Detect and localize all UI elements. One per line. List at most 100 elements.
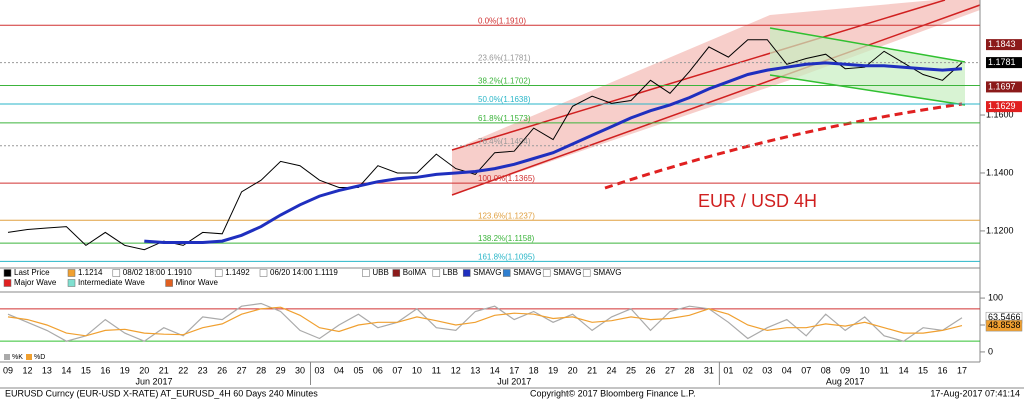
price-tag	[986, 57, 1022, 69]
price-tag	[986, 81, 1022, 93]
legend-swatch	[214, 269, 223, 277]
x-tick-label: 07	[801, 365, 811, 375]
x-tick-label: 14	[899, 365, 909, 375]
channel-line	[451, 4, 981, 196]
legend-label: Major Wave	[14, 278, 57, 287]
y-tick-label: 1.1200	[986, 225, 1014, 235]
x-tick-label: 24	[607, 365, 617, 375]
x-tick-label: 22	[178, 365, 188, 375]
x-tick-label: 12	[451, 365, 461, 375]
major-wave	[604, 102, 963, 190]
legend-label: 1.1492	[225, 268, 250, 277]
month-label: Jul 2017	[497, 376, 531, 386]
legend-label: 06/20 14:00 1.1119	[270, 268, 338, 277]
x-tick-label: 14	[61, 365, 71, 375]
x-tick-label: 16	[100, 365, 110, 375]
legend-label: BolMA	[403, 268, 427, 277]
legend-swatch	[502, 269, 511, 277]
legend-label: Minor Wave	[176, 278, 219, 287]
fib-label: 61.8%(1.1573)	[478, 114, 531, 123]
fib-label: 38.2%(1.1702)	[478, 77, 531, 86]
legend-swatch	[165, 279, 173, 287]
legend-label: SMAVG	[593, 268, 621, 277]
legend-label: %D	[34, 354, 45, 361]
x-tick-label: 16	[938, 365, 948, 375]
x-tick-label: 11	[432, 365, 441, 375]
x-tick-label: 21	[587, 365, 597, 375]
legend-swatch	[462, 269, 471, 277]
x-tick-label: 03	[315, 365, 325, 375]
legend-label: 1.1214	[78, 268, 103, 277]
osc-tag-label: 48.8538	[988, 320, 1021, 330]
price-tag-label: 1.1781	[988, 57, 1016, 67]
fib-label: 138.2%(1.1158)	[478, 234, 535, 243]
channel-line	[769, 74, 966, 106]
x-tick-label: 18	[529, 365, 539, 375]
x-tick-label: 08	[821, 365, 831, 375]
x-tick-label: 17	[957, 365, 967, 375]
legend-swatch	[67, 269, 76, 277]
annotation: EUR / USD 4H	[698, 191, 817, 211]
price-tag-label: 1.1697	[988, 81, 1016, 91]
x-tick-label: 29	[276, 365, 286, 375]
legend-swatch	[4, 354, 10, 360]
x-tick-label: 21	[159, 365, 169, 375]
legend-label: Last Price	[14, 268, 50, 277]
legend-swatch	[362, 269, 370, 277]
x-tick-label: 27	[237, 365, 247, 375]
legend-swatch	[259, 269, 268, 277]
x-tick-label: 09	[3, 365, 13, 375]
x-tick-label: 13	[470, 365, 480, 375]
fib-label: 161.8%(1.1095)	[478, 252, 535, 261]
legend-swatch	[392, 269, 401, 277]
x-tick-label: 20	[568, 365, 578, 375]
legend-label: UBB	[372, 268, 388, 277]
legend-swatch	[3, 279, 12, 287]
price-tag	[986, 39, 1022, 51]
x-tick-label: 03	[762, 365, 772, 375]
osc-line	[7, 302, 963, 342]
fib-label: 100.0%(1.1365)	[478, 174, 535, 183]
legend-swatch	[582, 269, 591, 277]
osc-tag-label: 63.5466	[988, 312, 1021, 322]
month-label: Jun 2017	[135, 376, 172, 386]
legend-swatch	[67, 279, 76, 287]
x-tick-label: 26	[217, 365, 227, 375]
legend-label: SMAVG	[553, 268, 581, 277]
footer-right: 17-Aug-2017 07:41:14	[930, 388, 1020, 398]
price-line	[144, 61, 963, 244]
legend-swatch	[542, 269, 551, 277]
x-tick-label: 25	[626, 365, 636, 375]
legend-label: 08/02 18:00 1.1910	[123, 268, 193, 277]
x-tick-label: 14	[490, 365, 500, 375]
fib-label: 123.6%(1.1237)	[478, 211, 535, 220]
x-tick-label: 02	[743, 365, 753, 375]
x-tick-label: 30	[295, 365, 305, 375]
footer-left: EURUSD Curncy (EUR-USD X-RATE) AT_EURUSD…	[5, 388, 318, 398]
osc-tick-label: 100	[988, 292, 1003, 302]
legend-swatch	[26, 354, 32, 360]
osc-line	[7, 306, 963, 337]
legend-swatch	[112, 269, 121, 277]
x-tick-label: 15	[918, 365, 928, 375]
x-tick-label: 13	[42, 365, 52, 375]
x-tick-label: 11	[879, 365, 888, 375]
x-tick-label: 10	[860, 365, 870, 375]
legend-label: Intermediate Wave	[78, 278, 145, 287]
osc-tick-label: 0	[988, 346, 993, 356]
x-tick-label: 17	[509, 365, 519, 375]
price-tag-label: 1.1843	[988, 39, 1016, 49]
footer-center: Copyright© 2017 Bloomberg Finance L.P.	[530, 388, 696, 398]
legend-label: LBB	[443, 268, 458, 277]
y-tick-label: 1.1400	[986, 167, 1014, 177]
x-tick-label: 27	[665, 365, 675, 375]
legend-swatch	[432, 269, 441, 277]
x-tick-label: 01	[723, 365, 733, 375]
legend-label: SMAVG	[513, 268, 541, 277]
fib-label: 23.6%(1.1781)	[478, 54, 531, 63]
channel-line	[769, 27, 966, 63]
y-tick-label: 1.1600	[986, 109, 1014, 119]
price-tag-label: 1.1629	[988, 101, 1016, 111]
legend-label: SMAVG	[473, 268, 501, 277]
x-tick-label: 05	[353, 365, 363, 375]
